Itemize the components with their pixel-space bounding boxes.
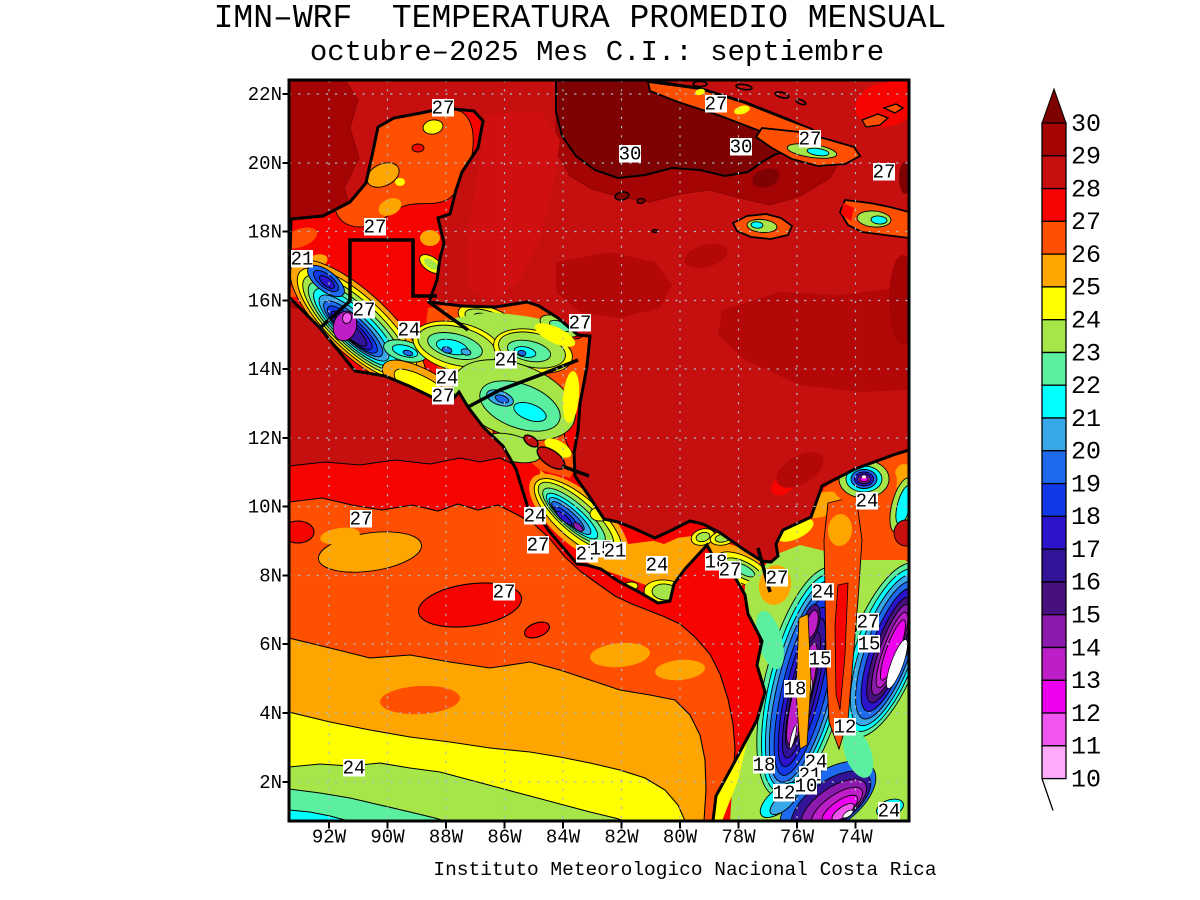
svg-text:11: 11 bbox=[1071, 733, 1101, 762]
svg-text:78W: 78W bbox=[721, 827, 756, 849]
svg-text:29: 29 bbox=[1071, 143, 1101, 172]
svg-text:21: 21 bbox=[604, 541, 627, 563]
svg-text:14: 14 bbox=[1071, 634, 1101, 663]
svg-text:23: 23 bbox=[1071, 339, 1101, 368]
svg-text:13: 13 bbox=[1071, 667, 1101, 696]
svg-text:24: 24 bbox=[436, 368, 459, 390]
svg-text:8N: 8N bbox=[259, 566, 282, 588]
svg-text:4N: 4N bbox=[259, 703, 282, 725]
svg-text:24: 24 bbox=[524, 506, 547, 528]
svg-text:27: 27 bbox=[766, 568, 789, 590]
svg-text:27: 27 bbox=[719, 560, 742, 582]
svg-text:76W: 76W bbox=[780, 827, 815, 849]
svg-text:14N: 14N bbox=[248, 359, 282, 381]
svg-text:Instituto Meteorologico Nacion: Instituto Meteorologico Nacional Costa R… bbox=[433, 859, 936, 881]
svg-text:27: 27 bbox=[527, 535, 550, 557]
svg-text:30: 30 bbox=[1071, 110, 1101, 139]
svg-text:2N: 2N bbox=[259, 772, 282, 794]
svg-text:30: 30 bbox=[730, 137, 753, 159]
svg-text:25: 25 bbox=[1071, 274, 1101, 303]
svg-text:27: 27 bbox=[350, 509, 373, 531]
svg-text:18: 18 bbox=[753, 755, 776, 777]
svg-text:16N: 16N bbox=[248, 291, 282, 313]
svg-text:90W: 90W bbox=[370, 827, 405, 849]
svg-text:92W: 92W bbox=[312, 827, 347, 849]
svg-text:28: 28 bbox=[1071, 175, 1101, 204]
svg-text:6N: 6N bbox=[259, 634, 282, 656]
svg-text:24: 24 bbox=[495, 350, 518, 372]
svg-text:12: 12 bbox=[773, 783, 796, 805]
svg-text:27: 27 bbox=[873, 162, 896, 184]
svg-text:15: 15 bbox=[1071, 602, 1101, 631]
svg-text:88W: 88W bbox=[429, 827, 464, 849]
svg-text:IMN–WRF TEMPERATURA PROMEDIO: IMN–WRF TEMPERATURA PROMEDIO MENSUAL bbox=[214, 0, 947, 37]
svg-text:26: 26 bbox=[1071, 241, 1101, 270]
svg-text:20N: 20N bbox=[248, 153, 282, 175]
svg-text:15: 15 bbox=[809, 649, 832, 671]
svg-text:22: 22 bbox=[1071, 372, 1101, 401]
svg-text:74W: 74W bbox=[838, 827, 873, 849]
svg-text:20: 20 bbox=[1071, 438, 1101, 467]
svg-text:24: 24 bbox=[646, 555, 669, 577]
svg-text:24: 24 bbox=[398, 320, 421, 342]
svg-text:12: 12 bbox=[1071, 700, 1101, 729]
svg-text:12: 12 bbox=[834, 717, 857, 739]
svg-text:10: 10 bbox=[1071, 765, 1101, 794]
svg-text:19: 19 bbox=[1071, 470, 1101, 499]
svg-text:24: 24 bbox=[878, 801, 901, 823]
svg-text:84W: 84W bbox=[546, 827, 581, 849]
svg-text:27: 27 bbox=[364, 217, 387, 239]
svg-text:82W: 82W bbox=[604, 827, 639, 849]
svg-text:15: 15 bbox=[858, 634, 881, 656]
svg-text:18: 18 bbox=[1071, 503, 1101, 532]
svg-text:21: 21 bbox=[1071, 405, 1101, 434]
svg-text:22N: 22N bbox=[248, 84, 282, 106]
svg-text:86W: 86W bbox=[487, 827, 522, 849]
svg-text:12N: 12N bbox=[248, 428, 282, 450]
svg-text:18: 18 bbox=[784, 679, 807, 701]
svg-text:80W: 80W bbox=[663, 827, 698, 849]
svg-text:18N: 18N bbox=[248, 222, 282, 244]
svg-text:27: 27 bbox=[857, 612, 880, 634]
svg-text:17: 17 bbox=[1071, 536, 1101, 565]
svg-text:30: 30 bbox=[619, 144, 642, 166]
svg-text:24: 24 bbox=[812, 582, 835, 604]
svg-text:27: 27 bbox=[353, 300, 376, 322]
svg-text:16: 16 bbox=[1071, 569, 1101, 598]
svg-text:27: 27 bbox=[1071, 208, 1101, 237]
svg-text:24: 24 bbox=[856, 491, 879, 513]
svg-text:octubre–2025 Mes C.I.: septiem: octubre–2025 Mes C.I.: septiembre bbox=[310, 36, 884, 69]
svg-text:27: 27 bbox=[432, 386, 455, 408]
svg-text:10: 10 bbox=[795, 776, 818, 798]
svg-text:27: 27 bbox=[493, 582, 516, 604]
svg-text:10N: 10N bbox=[248, 497, 282, 519]
svg-text:27: 27 bbox=[705, 94, 728, 116]
svg-text:21: 21 bbox=[291, 249, 314, 271]
svg-text:24: 24 bbox=[343, 758, 366, 780]
svg-text:27: 27 bbox=[569, 313, 592, 335]
svg-text:27: 27 bbox=[432, 98, 455, 120]
svg-text:24: 24 bbox=[1071, 307, 1101, 336]
svg-text:27: 27 bbox=[799, 129, 822, 151]
